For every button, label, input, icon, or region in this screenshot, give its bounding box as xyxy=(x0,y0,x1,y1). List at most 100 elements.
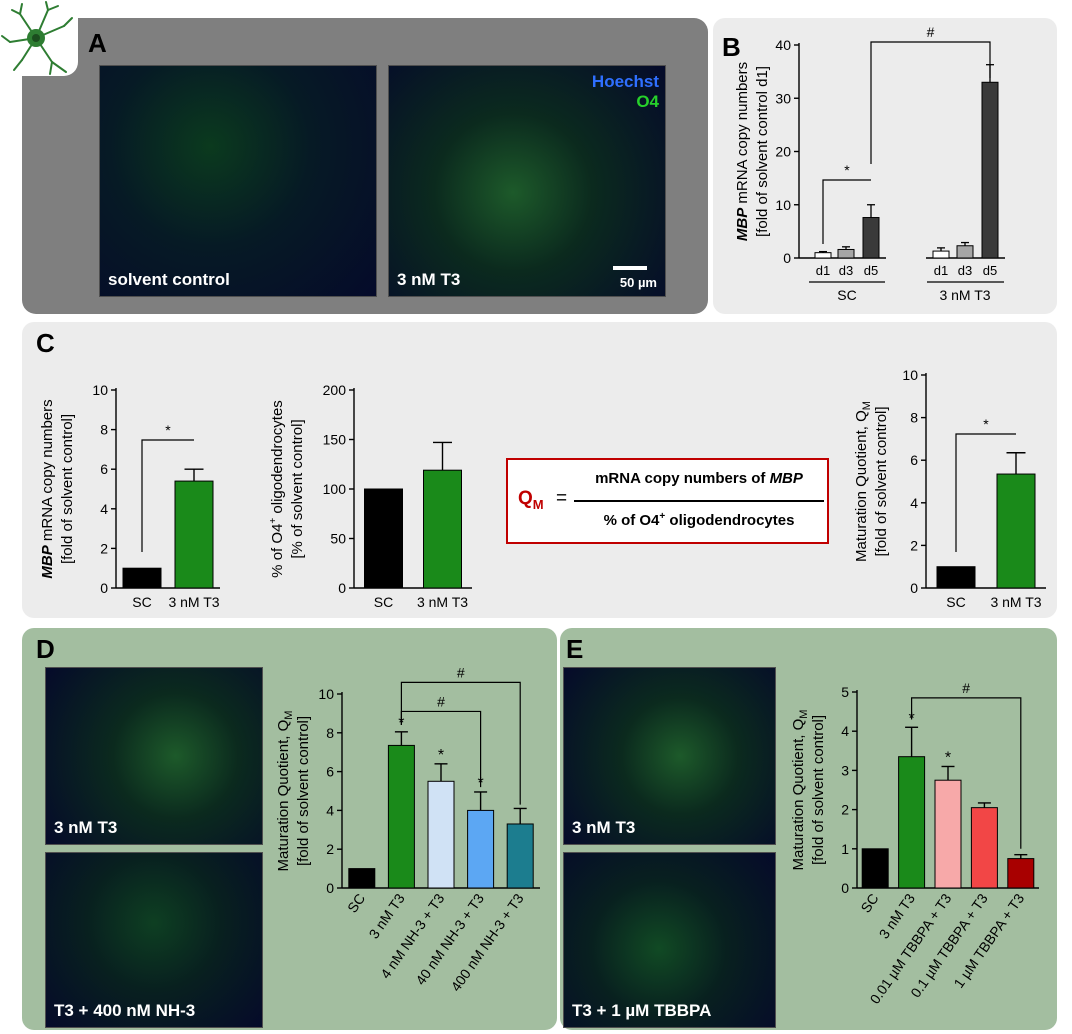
x-tick-label: SC xyxy=(946,594,965,610)
y-tick-label: 8 xyxy=(910,410,918,426)
y-tick-label: 40 xyxy=(775,37,791,53)
bar xyxy=(423,469,462,589)
qm-denominator-sup: + xyxy=(659,511,666,522)
bracket-line xyxy=(870,41,991,164)
y-tick-label: 2 xyxy=(326,841,334,857)
y-tick-label: 50 xyxy=(330,531,346,547)
bracket-line xyxy=(955,433,1016,552)
bar xyxy=(174,480,214,589)
x-tick-label: 3 nM T3 xyxy=(168,594,219,610)
micrograph-caption: solvent control xyxy=(108,270,230,289)
y-tick-label: 4 xyxy=(326,802,334,818)
y-axis-label-line2: [fold of solvent control] xyxy=(873,406,890,556)
micrograph-e-t3: 3 nM T3 xyxy=(563,667,776,845)
y-tick-label: 2 xyxy=(841,802,849,818)
y-axis-label-line2: [fold of solvent control] xyxy=(810,715,827,865)
bar xyxy=(936,566,976,589)
qm-denominator-text: % of O4 xyxy=(603,512,660,529)
y-tick-label: 10 xyxy=(775,197,791,213)
micrograph-a-t3: Hoechst O4 50 µm 3 nM T3 xyxy=(388,65,666,297)
bar xyxy=(364,488,403,589)
x-tick-label: d5 xyxy=(983,263,997,278)
bracket-line xyxy=(911,697,1022,849)
x-tick-label: 400 nM NH-3 + T3 xyxy=(447,890,526,994)
qm-symbol-main: Q xyxy=(518,488,533,509)
micrograph-caption: T3 + 1 µM TBBPA xyxy=(572,1001,712,1020)
panel-b xyxy=(713,18,1057,314)
x-tick-label: SC xyxy=(857,891,881,916)
qm-symbol: QM xyxy=(518,488,544,512)
bar xyxy=(996,473,1036,589)
y-label-sub: M xyxy=(283,711,295,720)
y-axis-label-line1: MBP mRNA copy numbers xyxy=(39,399,56,578)
y-label-sup: + xyxy=(268,518,279,524)
y-tick-label: 6 xyxy=(326,764,334,780)
y-axis-label-line2: [% of solvent control] xyxy=(289,419,306,558)
micrograph-caption: 3 nM T3 xyxy=(397,270,461,289)
y-axis-label-line2: [fold of solvent control d1] xyxy=(754,66,771,237)
bar xyxy=(348,868,376,889)
bracket-line xyxy=(141,439,194,552)
bar xyxy=(814,252,832,259)
x-tick-label: SC xyxy=(132,594,151,610)
bracket-label: * xyxy=(983,416,989,432)
bar xyxy=(1007,858,1035,889)
group-label: SC xyxy=(837,287,856,303)
y-tick-label: 1 xyxy=(841,841,849,857)
y-label-text: mRNA copy numbers xyxy=(39,399,56,545)
significance-bracket: * xyxy=(141,422,194,552)
y-axis-label-line1: Maturation Quotient, QM xyxy=(275,711,295,872)
significance-bracket: # xyxy=(400,664,521,805)
bar xyxy=(981,81,999,259)
micrograph-e-tbbpa: T3 + 1 µM TBBPA xyxy=(563,852,776,1028)
chart-c-mbp: 0 2 4 6 8 10 MBP mRNA copy numbers [fold of sol… xyxy=(39,382,220,610)
bar xyxy=(506,823,534,889)
y-label-sub: M xyxy=(861,401,873,410)
y-tick-label: 4 xyxy=(841,723,849,739)
y-label-text: mRNA copy numbers xyxy=(734,62,751,208)
chart-e: 0 1 2 3 4 5 Maturation Quotient, QM[fold of so… xyxy=(790,680,1039,1007)
x-tick-label: d5 xyxy=(864,263,878,278)
x-tick-label: d1 xyxy=(816,263,830,278)
y-label-text: Maturation Quotient, Q xyxy=(790,719,807,871)
bar xyxy=(898,756,926,889)
x-tick-label: d3 xyxy=(839,263,853,278)
y-tick-label: 0 xyxy=(326,880,334,896)
y-tick-label: 20 xyxy=(775,144,791,160)
y-axis-label-line1: % of O4+ oligodendrocytes xyxy=(268,400,286,578)
qm-fraction-line xyxy=(574,500,824,502)
y-axis-label-line1: MBP mRNA copy numbers xyxy=(734,62,751,241)
x-tick-label: SC xyxy=(374,594,393,610)
micrograph-d-t3: 3 nM T3 xyxy=(45,667,263,845)
y-label-gene: MBP xyxy=(39,544,56,578)
x-tick-label: d1 xyxy=(934,263,948,278)
significance-star: * xyxy=(945,749,951,766)
y-label-text: Maturation Quotient, Q xyxy=(853,410,870,562)
y-tick-label: 0 xyxy=(910,580,918,596)
y-tick-label: 5 xyxy=(841,684,849,700)
panel-b-label: B xyxy=(722,32,741,62)
bracket-label: # xyxy=(962,680,970,696)
significance-star: * xyxy=(438,747,444,764)
bar xyxy=(956,245,974,259)
y-tick-label: 0 xyxy=(841,880,849,896)
qm-numerator-gene: MBP xyxy=(769,470,803,487)
significance-bracket: * xyxy=(955,416,1016,552)
panel-d-label: D xyxy=(36,634,55,664)
panel-a-label: A xyxy=(88,28,107,58)
significance-bracket: * xyxy=(822,162,871,244)
x-tick-label: d3 xyxy=(958,263,972,278)
x-tick-label: 3 nM T3 xyxy=(417,594,468,610)
chart-c-qm: 0 2 4 6 8 10 Maturation Quotient, QM[fold of s… xyxy=(853,367,1046,610)
x-tick-label: 3 nM T3 xyxy=(990,594,1041,610)
qm-denominator-tail: oligodendrocytes xyxy=(665,512,795,529)
qm-formula-box: QM = mRNA copy numbers of MBP % of O4+ o… xyxy=(506,458,829,544)
x-tick-label: SC xyxy=(344,891,368,916)
bar xyxy=(122,567,162,589)
bracket-label: # xyxy=(437,693,445,709)
micrograph-caption: T3 + 400 nM NH-3 xyxy=(54,1001,196,1020)
micrograph-d-nh3: T3 + 400 nM NH-3 xyxy=(45,852,263,1028)
y-tick-label: 4 xyxy=(910,495,918,511)
micrograph-a-solvent-control: solvent control xyxy=(99,65,377,297)
y-tick-label: 2 xyxy=(100,540,108,556)
